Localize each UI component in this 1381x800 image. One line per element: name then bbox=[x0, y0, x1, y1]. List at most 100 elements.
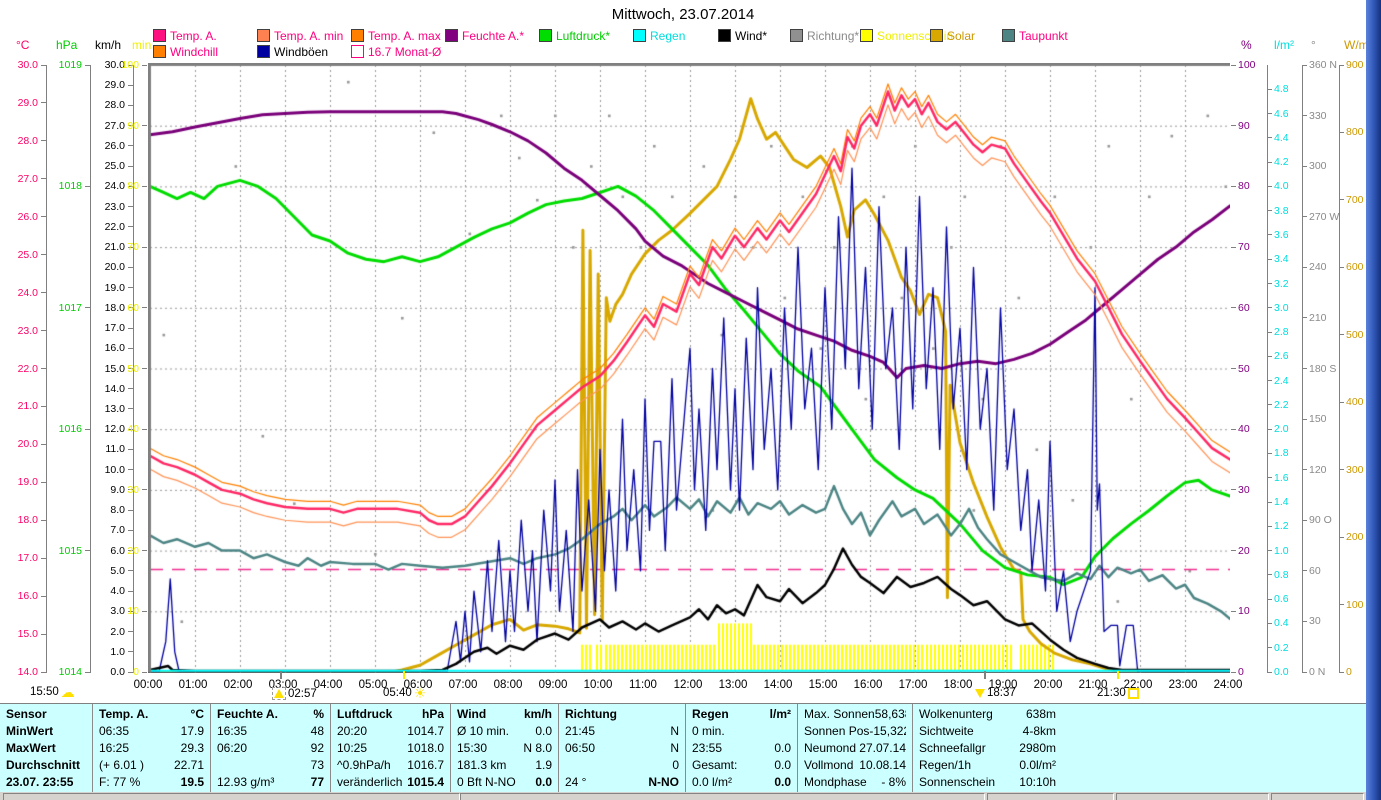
sunset-marker: 21:30 bbox=[1097, 687, 1139, 699]
cell-label: 15:30 bbox=[457, 740, 488, 755]
axis-label-kmh: 2.0 bbox=[110, 625, 125, 638]
cell-label: Schneefallgr bbox=[919, 740, 986, 755]
x-tick-label: 02:00 bbox=[223, 679, 253, 691]
table-row: MaxWert bbox=[6, 739, 86, 756]
axis-unit-temp: °C bbox=[16, 38, 30, 52]
cell-label: Feuchte A. bbox=[217, 706, 278, 721]
axis-label-temp: 19.0 bbox=[17, 476, 38, 489]
axis-tick bbox=[128, 368, 133, 369]
axis-label-kmh: 30.0 bbox=[104, 59, 125, 71]
axis-label-hpa: 1014 bbox=[58, 666, 82, 678]
weather-plot-canvas[interactable] bbox=[148, 63, 1230, 673]
legend-item-1-7[interactable]: Richtung* bbox=[790, 28, 860, 43]
table-row: 06:50 N bbox=[565, 739, 679, 756]
axis-tick bbox=[142, 368, 147, 369]
legend-item-2-2[interactable]: 16.7 Monat-Ø bbox=[351, 45, 441, 59]
legend-item-1-1[interactable]: Temp. A. min bbox=[257, 28, 344, 43]
legend-item-1-2[interactable]: Temp. A. max bbox=[351, 29, 441, 43]
legend-item-1-10[interactable]: Taupunkt bbox=[1002, 29, 1068, 43]
axis-tick bbox=[1267, 404, 1272, 406]
cell-value: 10.08.14 bbox=[859, 757, 906, 772]
moonset-axis-tick bbox=[984, 671, 986, 679]
axis-tick bbox=[1339, 266, 1344, 268]
axis-label-kmh: 19.0 bbox=[104, 281, 125, 294]
axis-tick bbox=[1339, 131, 1344, 133]
moonrise-time-label: 15:50 ☁ bbox=[30, 684, 75, 700]
table-row: 0 min. bbox=[692, 722, 791, 739]
axis-unit-deg: ° bbox=[1311, 38, 1316, 52]
axis-label-wm2: 900 bbox=[1346, 59, 1364, 71]
cell-value: 0.0l/m² bbox=[1019, 757, 1056, 772]
table-row: 16:25 29.3 bbox=[99, 739, 204, 756]
axis-label-pct: 70 bbox=[1238, 241, 1250, 254]
axis-tick bbox=[1267, 574, 1272, 576]
cell-label: F: 77 % bbox=[99, 774, 141, 789]
axis-label-temp: 27.0 bbox=[17, 172, 38, 185]
axis-tick bbox=[41, 519, 46, 521]
cell-label: Regen bbox=[692, 706, 729, 721]
axis-tick bbox=[1267, 598, 1272, 600]
table-row: Regen/1h 0.0l/m² bbox=[919, 756, 1056, 773]
axis-label-kmh: 9.0 bbox=[110, 483, 125, 496]
x-tick-label: 03:00 bbox=[268, 679, 298, 691]
axis-label-pct: 100 bbox=[1238, 59, 1256, 71]
axis-tick bbox=[1339, 469, 1344, 471]
legend-label: Temp. A. min bbox=[274, 28, 344, 43]
axis-tick bbox=[1339, 64, 1344, 66]
legend-item-1-9[interactable]: Solar bbox=[930, 29, 975, 43]
axis-label-deg: 0 N bbox=[1309, 666, 1326, 678]
cell-value: 1015.4 bbox=[407, 774, 444, 789]
axis-line-kmh bbox=[133, 65, 134, 673]
axis-label-lm2: 1.8 bbox=[1274, 447, 1289, 460]
legend-item-1-4[interactable]: Luftdruck* bbox=[539, 29, 610, 43]
axis-unit-wm2: W/m² bbox=[1344, 38, 1373, 52]
cell-value: 4-8km bbox=[1022, 723, 1056, 738]
cell-value: % bbox=[313, 706, 324, 721]
cell-label: 06:20 bbox=[217, 740, 248, 755]
axis-tick bbox=[1267, 452, 1272, 454]
legend-item-2-0[interactable]: Windchill bbox=[153, 44, 219, 59]
axis-tick bbox=[142, 489, 147, 491]
legend-item-2-1[interactable]: Windböen bbox=[257, 45, 328, 59]
axis-tick bbox=[1302, 570, 1307, 572]
axis-label-min: 90 bbox=[127, 119, 139, 132]
axis-label-kmh: 25.0 bbox=[104, 160, 125, 173]
table-row: 0 bbox=[565, 756, 679, 773]
axis-label-kmh: 26.0 bbox=[104, 139, 125, 152]
cell-label: Ø 10 min. bbox=[457, 723, 510, 738]
cell-label: Sonnenschein bbox=[919, 774, 996, 789]
axis-label-temp: 28.0 bbox=[17, 134, 38, 147]
table-col-regen: Regen l/m² 0 min. 23:55 0.0 Gesamt: 0.0 0.0 l/m… bbox=[685, 704, 797, 793]
axis-label-lm2: 1.6 bbox=[1274, 471, 1289, 484]
axis-tick bbox=[1267, 161, 1272, 163]
axis-label-kmh: 13.0 bbox=[104, 402, 125, 415]
status-panel-2 bbox=[987, 793, 1114, 800]
legend-label: Richtung* bbox=[807, 28, 860, 43]
axis-label-kmh: 10.0 bbox=[104, 463, 125, 476]
axis-tick bbox=[1267, 550, 1272, 552]
axis-tick bbox=[142, 550, 147, 552]
legend-item-1-6[interactable]: Wind* bbox=[718, 29, 767, 43]
axis-tick bbox=[1302, 266, 1307, 268]
legend-item-1-3[interactable]: Feuchte A.* bbox=[445, 29, 524, 43]
axis-tick bbox=[128, 509, 133, 511]
legend-item-1-5[interactable]: Regen bbox=[633, 29, 685, 43]
legend-swatch-icon bbox=[351, 45, 364, 58]
axis-tick bbox=[128, 125, 133, 127]
table-col-feuchtea: Feuchte A.% 16:35 48 06:20 92 73 12.93 g/m³ 77 bbox=[210, 704, 330, 793]
x-tick-label: 16:00 bbox=[853, 679, 883, 691]
legend-swatch-icon bbox=[539, 29, 552, 42]
legend-item-1-0[interactable]: Temp. A. bbox=[153, 29, 217, 43]
cell-value: 638m bbox=[1025, 706, 1056, 721]
axis-tick bbox=[128, 570, 133, 572]
axis-label-pct: 50 bbox=[1238, 362, 1250, 375]
table-col-sensor: Sensor MinWert MaxWert Durchschnitt 23.07. 2… bbox=[0, 704, 92, 793]
axis-label-lm2: 0.6 bbox=[1274, 593, 1289, 606]
cell-value: 29.3 bbox=[180, 740, 204, 755]
axis-label-kmh: 17.0 bbox=[104, 322, 125, 335]
axis-tick bbox=[1231, 368, 1236, 369]
legend-label: Windchill bbox=[170, 44, 219, 59]
axis-unit-lm2: l/m² bbox=[1274, 38, 1294, 52]
axis-label-kmh: 29.0 bbox=[104, 79, 125, 92]
axis-label-wm2: 200 bbox=[1346, 531, 1364, 544]
